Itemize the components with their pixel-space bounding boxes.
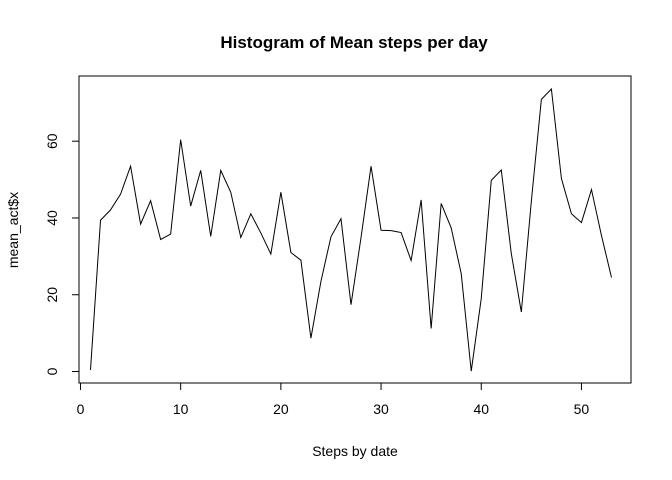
x-axis-label: Steps by date — [312, 443, 398, 459]
y-axis: 0 20 40 60 — [44, 133, 80, 375]
chart-title: Histogram of Mean steps per day — [220, 33, 488, 52]
series-line — [90, 87, 612, 372]
x-tick-label: 30 — [373, 401, 389, 417]
x-tick-label: 50 — [574, 401, 590, 417]
plot-frame — [78, 75, 632, 384]
y-tick-label: 20 — [44, 287, 60, 303]
x-tick-label: 40 — [473, 401, 489, 417]
y-axis-label: mean_act$x — [5, 192, 21, 268]
x-tick-label: 20 — [273, 401, 289, 417]
x-tick-label: 10 — [173, 401, 189, 417]
y-tick-label: 0 — [44, 367, 60, 375]
series-layer — [90, 87, 612, 372]
x-axis: 0 10 20 30 40 50 — [77, 382, 590, 417]
y-tick-label: 60 — [44, 133, 60, 149]
y-tick-label: 40 — [44, 210, 60, 226]
x-tick-label: 0 — [77, 401, 85, 417]
